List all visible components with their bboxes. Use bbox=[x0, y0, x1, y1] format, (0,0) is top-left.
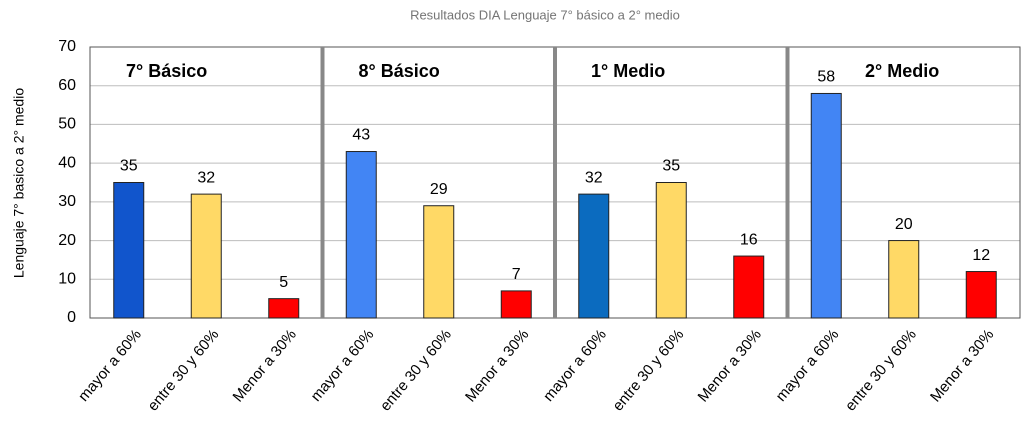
bar bbox=[578, 193, 610, 319]
bar bbox=[500, 290, 532, 319]
y-tick-label: 30 bbox=[58, 193, 76, 210]
bar bbox=[655, 182, 687, 319]
y-tick-label: 50 bbox=[58, 116, 76, 133]
y-tick-label: 10 bbox=[58, 271, 76, 288]
chart-title: Resultados DIA Lenguaje 7° básico a 2° m… bbox=[410, 7, 680, 22]
panel-label: 8° Básico bbox=[359, 61, 440, 81]
data-label: 16 bbox=[740, 231, 758, 248]
data-label: 43 bbox=[352, 127, 370, 144]
data-label: 32 bbox=[197, 169, 215, 186]
panel-label: 7° Básico bbox=[126, 61, 207, 81]
bar bbox=[113, 182, 145, 319]
bar bbox=[423, 205, 455, 319]
data-label: 29 bbox=[430, 181, 448, 198]
y-tick-label: 20 bbox=[58, 232, 76, 249]
data-label: 32 bbox=[585, 169, 603, 186]
y-tick-label: 40 bbox=[58, 154, 76, 171]
data-label: 5 bbox=[279, 274, 288, 291]
data-label: 12 bbox=[972, 247, 990, 264]
data-label: 58 bbox=[817, 69, 835, 86]
y-tick-label: 70 bbox=[58, 38, 76, 55]
bar bbox=[888, 240, 920, 319]
data-label: 7 bbox=[512, 266, 521, 283]
bar bbox=[965, 271, 997, 319]
panel-label: 2° Medio bbox=[865, 61, 939, 81]
y-axis-label: Lenguaje 7° basico a 2° medio bbox=[11, 88, 27, 278]
bar bbox=[733, 255, 765, 319]
y-tick-label: 0 bbox=[67, 309, 76, 326]
bar bbox=[345, 151, 377, 319]
data-label: 35 bbox=[662, 158, 680, 175]
bar bbox=[268, 298, 300, 319]
bar bbox=[190, 193, 222, 319]
data-label: 20 bbox=[895, 216, 913, 233]
data-label: 35 bbox=[120, 158, 138, 175]
panel-label: 1° Medio bbox=[591, 61, 665, 81]
bar bbox=[810, 92, 842, 319]
y-tick-label: 60 bbox=[58, 77, 76, 94]
